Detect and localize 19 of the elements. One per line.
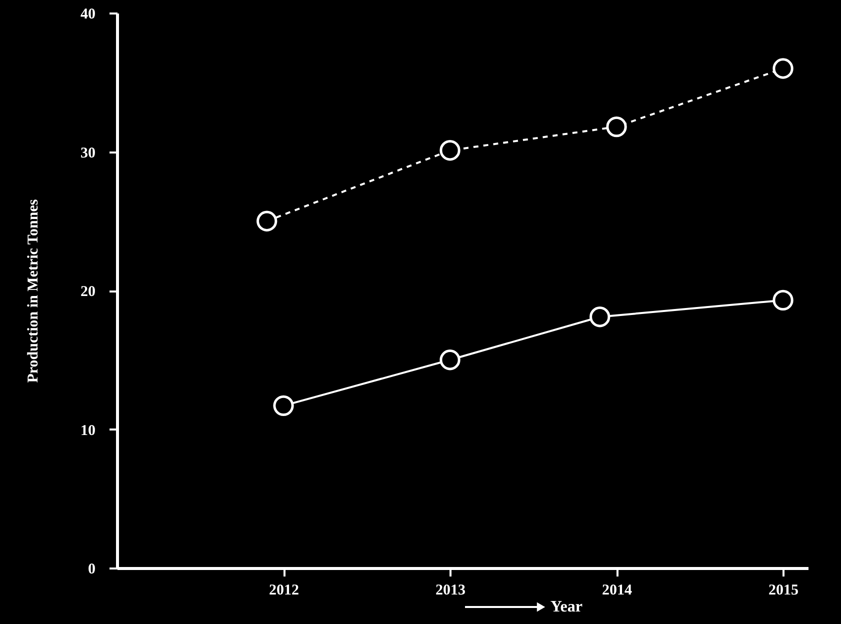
y-tick-label: 40	[80, 6, 96, 22]
x-tick-label: 2013	[436, 582, 466, 598]
y-tick-label: 20	[80, 284, 96, 300]
x-tick-label: 2012	[269, 582, 300, 598]
y-axis-title: Production in Metric Tonnes	[26, 199, 42, 383]
y-tick-label: 0	[88, 562, 96, 578]
point	[772, 290, 794, 311]
point	[440, 140, 460, 161]
x-tick-label: 2014	[602, 582, 633, 598]
y-tick-label: 10	[80, 422, 96, 439]
point	[590, 306, 610, 328]
x-tick-label: 2015	[768, 582, 799, 598]
x-axis-title: Year	[550, 598, 582, 616]
point	[256, 210, 278, 232]
y-tick-label: 30	[80, 145, 96, 162]
point	[440, 350, 460, 370]
point	[606, 116, 627, 138]
point	[772, 58, 794, 79]
point	[273, 395, 294, 416]
